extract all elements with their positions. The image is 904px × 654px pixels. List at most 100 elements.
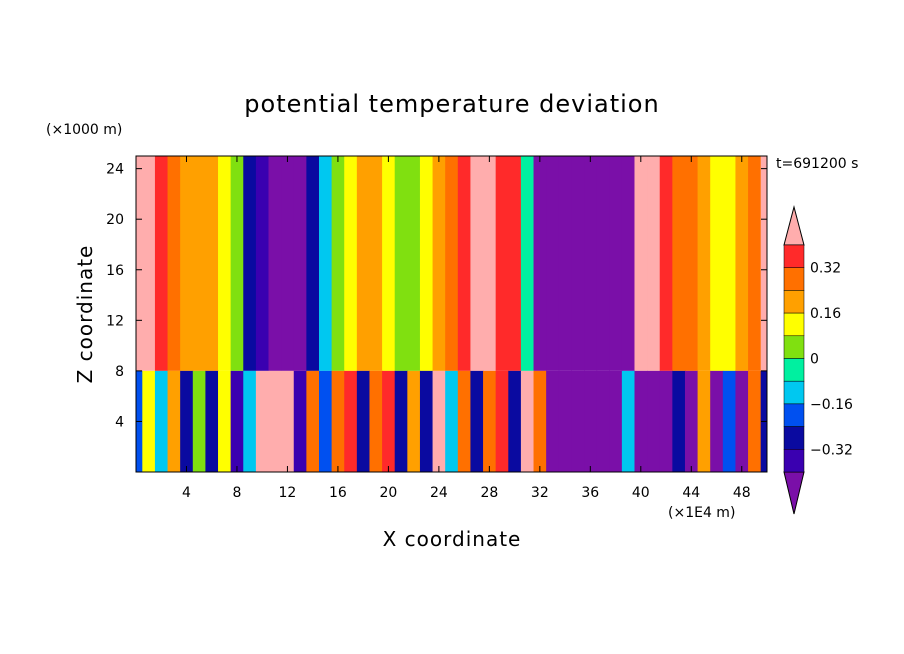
lower-layer-cell [281, 370, 295, 472]
y-tick-label: 20 [106, 212, 124, 228]
x-tick-label: 32 [531, 485, 549, 501]
y-axis-label: Z coordinate [73, 245, 97, 384]
lower-layer-cell [369, 370, 383, 472]
upper-layer-cell [306, 156, 320, 371]
x-tick-label: 44 [682, 485, 700, 501]
upper-layer-cell [205, 156, 219, 371]
colorbar-bin [783, 312, 805, 337]
lower-layer-cell [268, 370, 282, 472]
upper-layer-cell [571, 156, 585, 371]
lower-layer-cell [432, 370, 446, 472]
lower-layer-cell [584, 370, 598, 472]
upper-layer-cell [760, 156, 767, 371]
upper-layer-cell [445, 156, 459, 371]
lower-layer-cell [684, 370, 699, 472]
colorbar-bin [783, 244, 805, 268]
upper-layer-cell [154, 156, 169, 371]
upper-layer-cell [748, 156, 762, 371]
upper-layer-cell [230, 156, 244, 371]
upper-layer-cell [483, 156, 497, 371]
x-tick-label: 40 [632, 485, 650, 501]
colorbar-bin [783, 335, 805, 359]
lower-layer-cell [710, 370, 724, 472]
lower-layer-cell [205, 370, 219, 472]
x-tick-label: 8 [232, 485, 241, 501]
upper-layer-cell [596, 156, 610, 371]
upper-layer-cell [495, 156, 509, 371]
colorbar-bin [783, 403, 805, 427]
lower-layer-cell [192, 370, 206, 472]
x-tick-label: 36 [581, 485, 599, 501]
x-tick-label: 20 [379, 485, 397, 501]
upper-layer-cell [735, 156, 749, 371]
lower-layer-cell [142, 370, 156, 472]
x-tick-label: 48 [733, 485, 751, 501]
y-tick-label: 12 [106, 313, 124, 329]
colorbar-bin [783, 290, 805, 314]
lower-layer-cell [167, 370, 181, 472]
upper-layer-cell [243, 156, 257, 371]
contour-field [136, 156, 767, 472]
lower-layer-cell [659, 370, 673, 472]
y-tick-label: 8 [115, 364, 124, 380]
lower-layer-cell [230, 370, 244, 472]
time-label: t=691200 s [776, 156, 858, 172]
x-tick-label: 12 [279, 485, 297, 501]
lower-layer-cell [154, 370, 169, 472]
lower-layer-cell [647, 370, 661, 472]
upper-layer-cell [293, 156, 307, 371]
upper-layer-cell [192, 156, 206, 371]
upper-layer-cell [407, 156, 421, 371]
x-tick-label: 28 [480, 485, 498, 501]
upper-layer-cell [684, 156, 699, 371]
colorbar-tick-label: 0 [810, 352, 819, 368]
colorbar-max-extension [783, 205, 805, 246]
y-tick-label: 4 [115, 414, 124, 430]
y-tick-label: 24 [106, 162, 124, 178]
x-axis: 4 8 12 16 20 24 28 32 36 40 44 48 [182, 156, 751, 501]
lower-layer-cell [445, 370, 459, 472]
upper-layer-cell [584, 156, 598, 371]
lower-layer-cell [609, 370, 623, 472]
lower-layer-cell [218, 370, 232, 472]
colorbar-tick-label: 0.32 [810, 261, 841, 277]
upper-layer-cell [432, 156, 446, 371]
lower-layer-cell [382, 370, 396, 472]
colorbar-bin [783, 449, 805, 473]
upper-layer-cell [621, 156, 635, 371]
upper-layer-cell [382, 156, 396, 371]
lower-layer-cell [407, 370, 421, 472]
x-unit-label: (×1E4 m) [668, 505, 735, 521]
upper-layer-cell [470, 156, 484, 371]
lower-layer-cell [356, 370, 370, 472]
upper-layer-cell [558, 156, 572, 371]
upper-layer-cell [546, 156, 560, 371]
upper-layer-cell [419, 156, 434, 371]
lower-layer-cell [571, 370, 585, 472]
upper-layer-cell [218, 156, 232, 371]
upper-layer-cell [508, 156, 522, 371]
upper-layer-cell [318, 156, 333, 371]
lower-layer-cell [457, 370, 471, 472]
lower-layer-cell [558, 370, 572, 472]
y-tick-label: 16 [106, 263, 124, 279]
lower-layer-cell [306, 370, 320, 472]
x-tick-label: 24 [430, 485, 448, 501]
x-tick-label: 16 [329, 485, 347, 501]
upper-layer-cell [457, 156, 471, 371]
upper-layer-cell [142, 156, 156, 371]
lower-layer-cell [344, 370, 358, 472]
lower-layer-cell [255, 370, 270, 472]
chart-title: potential temperature deviation [244, 90, 659, 118]
lower-layer-cell [533, 370, 547, 472]
lower-layer-cell [483, 370, 497, 472]
upper-layer-cell [356, 156, 370, 371]
colorbar-bin [783, 358, 805, 382]
lower-layer-cell [621, 370, 635, 472]
lower-layer-cell [180, 370, 194, 472]
upper-layer-cell [634, 156, 648, 371]
lower-layer-cell [748, 370, 762, 472]
upper-layer-cell [659, 156, 673, 371]
plot-frame [135, 155, 768, 473]
